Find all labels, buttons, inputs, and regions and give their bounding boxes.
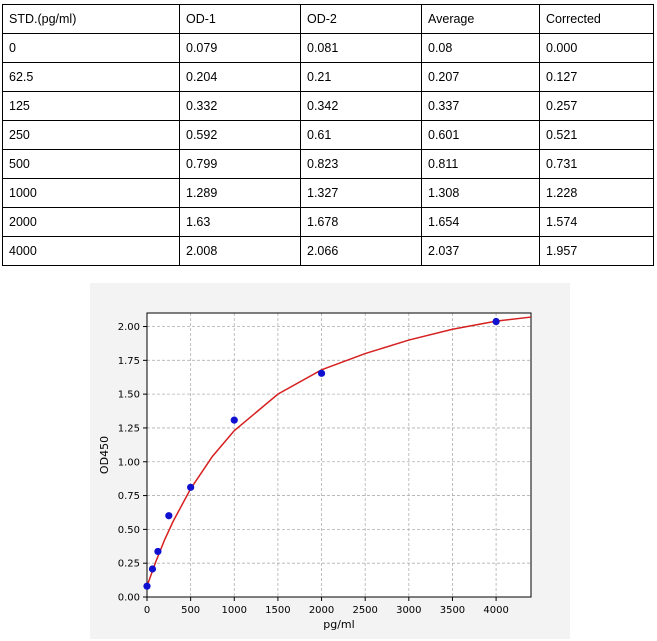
data-point <box>317 369 326 377</box>
y-tick-label: 0.00 <box>118 593 140 604</box>
table-row: 1000 1.289 1.327 1.308 1.228 <box>2 178 654 208</box>
y-tick-label: 0.50 <box>118 525 140 536</box>
cell-od2: 1.327 <box>300 178 422 208</box>
cell-average: 0.601 <box>421 120 540 150</box>
cell-std: 4000 <box>2 236 180 266</box>
data-point <box>492 317 500 326</box>
data-point <box>187 483 195 491</box>
column-header-od1: OD-1 <box>179 4 301 34</box>
table-row: 4000 2.008 2.066 2.037 1.957 <box>2 236 654 266</box>
cell-std: 250 <box>2 120 180 150</box>
table-header-row: STD.(pg/ml) OD-1 OD-2 Average Corrected <box>2 4 654 34</box>
cell-od2: 0.21 <box>300 62 422 92</box>
data-point <box>143 582 151 590</box>
y-tick-label: 1.00 <box>118 457 140 468</box>
x-tick-label: 2000 <box>309 605 334 616</box>
x-tick-label: 1000 <box>222 605 247 616</box>
data-point <box>148 565 157 573</box>
cell-od1: 1.289 <box>179 178 301 208</box>
cell-std: 62.5 <box>2 62 180 92</box>
y-tick-label: 1.75 <box>118 356 140 367</box>
table-row: 62.5 0.204 0.21 0.207 0.127 <box>2 62 654 92</box>
y-tick-label: 1.50 <box>118 390 140 401</box>
x-tick-label: 0 <box>144 605 150 616</box>
column-header-od2: OD-2 <box>300 4 422 34</box>
cell-od2: 1.678 <box>300 207 422 237</box>
cell-corrected: 1.574 <box>539 207 654 237</box>
cell-od2: 0.823 <box>300 149 422 179</box>
cell-corrected: 0.731 <box>539 149 654 179</box>
x-tick-label: 1500 <box>265 605 290 616</box>
cell-std: 0 <box>2 33 180 63</box>
cell-average: 2.037 <box>421 236 540 266</box>
column-header-average: Average <box>421 4 540 34</box>
table-row: 125 0.332 0.342 0.337 0.257 <box>2 91 654 121</box>
plot-frame <box>146 312 532 598</box>
x-tick-label: 2500 <box>352 605 377 616</box>
cell-corrected: 0.000 <box>539 33 654 63</box>
points-layer <box>143 317 500 590</box>
x-tick-label: 4000 <box>483 605 508 616</box>
table-row: 2000 1.63 1.678 1.654 1.574 <box>2 207 654 237</box>
column-header-std: STD.(pg/ml) <box>2 4 180 34</box>
grid-layer <box>146 313 531 598</box>
cell-od1: 0.332 <box>179 91 301 121</box>
y-tick-label: 2.00 <box>118 322 140 333</box>
y-axis-label: OD450 <box>98 436 111 474</box>
plot-background <box>147 313 531 597</box>
cell-corrected: 1.228 <box>539 178 654 208</box>
cell-od2: 2.066 <box>300 236 422 266</box>
cell-corrected: 0.127 <box>539 62 654 92</box>
cell-od1: 0.204 <box>179 62 301 92</box>
table-row: 500 0.799 0.823 0.811 0.731 <box>2 149 654 179</box>
cell-std: 500 <box>2 149 180 179</box>
cell-od2: 0.081 <box>300 33 422 63</box>
cell-average: 0.811 <box>421 149 540 179</box>
cell-od1: 2.008 <box>179 236 301 266</box>
column-header-corrected: Corrected <box>539 4 654 34</box>
cell-od1: 0.592 <box>179 120 301 150</box>
cell-od1: 1.63 <box>179 207 301 237</box>
y-tick-label: 1.25 <box>118 423 140 434</box>
data-point <box>230 416 238 424</box>
cell-corrected: 0.521 <box>539 120 654 150</box>
table-body: 0 0.079 0.081 0.08 0.000 62.5 0.204 0.21 0.207 0.… <box>2 33 654 266</box>
cell-od2: 0.61 <box>300 120 422 150</box>
y-tick-label: 0.75 <box>118 491 140 502</box>
data-point <box>165 512 173 520</box>
chart-svg: 0 500 1000 1500 2000 2500 3000 3500 4000 0.00 0.25… <box>98 312 532 631</box>
cell-corrected: 1.957 <box>539 236 654 266</box>
table-row: 0 0.079 0.081 0.08 0.000 <box>2 33 654 63</box>
cell-corrected: 0.257 <box>539 91 654 121</box>
data-point <box>154 547 162 556</box>
ticks-layer: 0 500 1000 1500 2000 2500 3000 3500 4000 0.00 0.25… <box>118 322 509 616</box>
x-axis-label: pg/ml <box>323 618 354 631</box>
cell-std: 1000 <box>2 178 180 208</box>
cell-od1: 0.799 <box>179 149 301 179</box>
standards-table: STD.(pg/ml) OD-1 OD-2 Average Corrected … <box>2 4 654 266</box>
cell-average: 1.308 <box>421 178 540 208</box>
x-tick-label: 3000 <box>396 605 421 616</box>
cell-average: 0.207 <box>421 62 540 92</box>
cell-average: 1.654 <box>421 207 540 237</box>
table-row: 250 0.592 0.61 0.601 0.521 <box>2 120 654 150</box>
x-tick-label: 3500 <box>440 605 465 616</box>
y-tick-label: 0.25 <box>118 559 140 570</box>
cell-od2: 0.342 <box>300 91 422 121</box>
standard-curve-chart: 0 500 1000 1500 2000 2500 3000 3500 4000 0.00 0.25… <box>90 283 570 639</box>
cell-std: 125 <box>2 91 180 121</box>
cell-average: 0.08 <box>421 33 540 63</box>
cell-std: 2000 <box>2 207 180 237</box>
cell-average: 0.337 <box>421 91 540 121</box>
cell-od1: 0.079 <box>179 33 301 63</box>
x-tick-label: 500 <box>181 605 200 616</box>
